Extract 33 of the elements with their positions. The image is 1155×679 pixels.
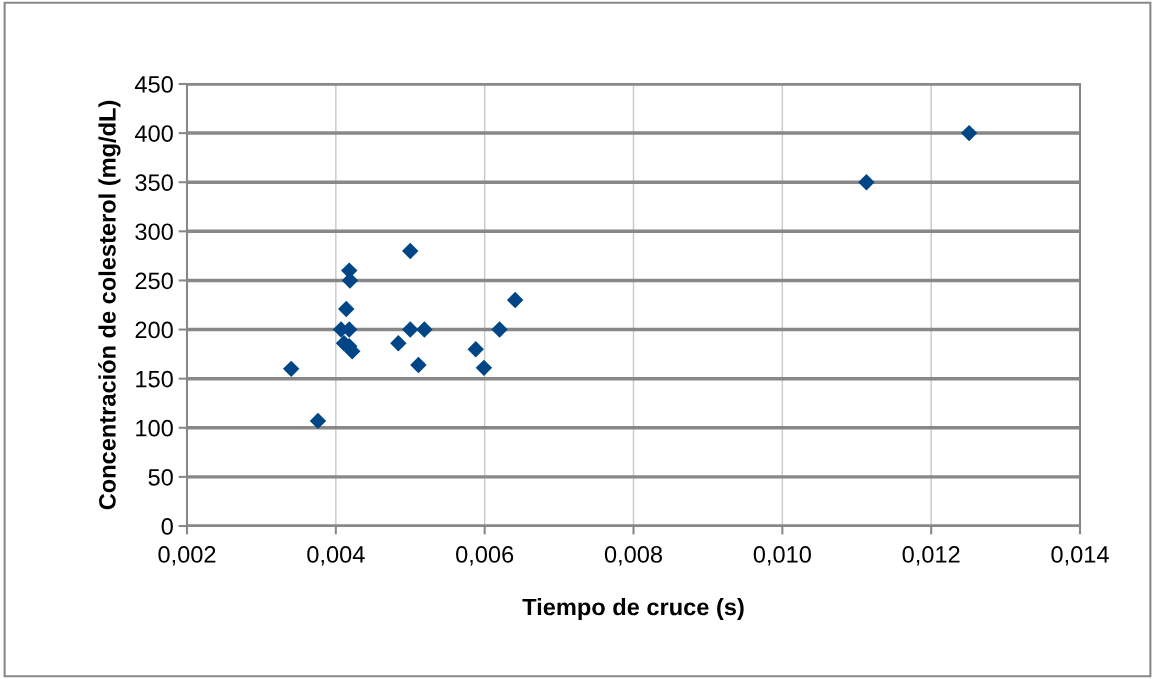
y-tick-label: 150 xyxy=(136,370,173,388)
point xyxy=(491,321,508,338)
point xyxy=(402,242,419,260)
y-tick-label: 350 xyxy=(135,174,173,192)
x-tick-label: 0,012 xyxy=(902,546,960,566)
y-tick-label: 0 xyxy=(161,518,173,535)
y-tick-label: 50 xyxy=(148,468,173,486)
point xyxy=(402,321,419,338)
y-tick-label: 400 xyxy=(134,125,173,142)
x-tick-label: 0,010 xyxy=(753,546,811,566)
y-tick-label: 450 xyxy=(134,76,173,93)
point xyxy=(410,356,427,374)
x-tick-label: 0,008 xyxy=(604,546,663,566)
x-tick-label: 0,002 xyxy=(158,546,216,566)
point xyxy=(467,340,484,358)
y-tick-label: 100 xyxy=(136,419,173,437)
point xyxy=(416,321,433,338)
x-tick-label: 0,014 xyxy=(1051,546,1109,566)
point xyxy=(282,360,300,378)
point xyxy=(475,359,493,377)
y-axis-title: Concentración de colesterol (mg/dL) xyxy=(98,100,121,510)
point xyxy=(390,335,407,352)
point xyxy=(858,174,875,191)
point xyxy=(309,412,327,430)
y-tick-label: 200 xyxy=(135,321,173,339)
x-tick-label: 0,006 xyxy=(456,546,514,566)
point xyxy=(338,300,355,318)
point xyxy=(960,124,978,142)
x-tick-label: 0,004 xyxy=(307,546,365,566)
y-tick-label: 300 xyxy=(135,223,173,241)
x-axis-title: Tiempo de cruce (s) xyxy=(522,598,744,621)
point xyxy=(506,291,524,309)
y-tick-label: 250 xyxy=(135,272,173,290)
